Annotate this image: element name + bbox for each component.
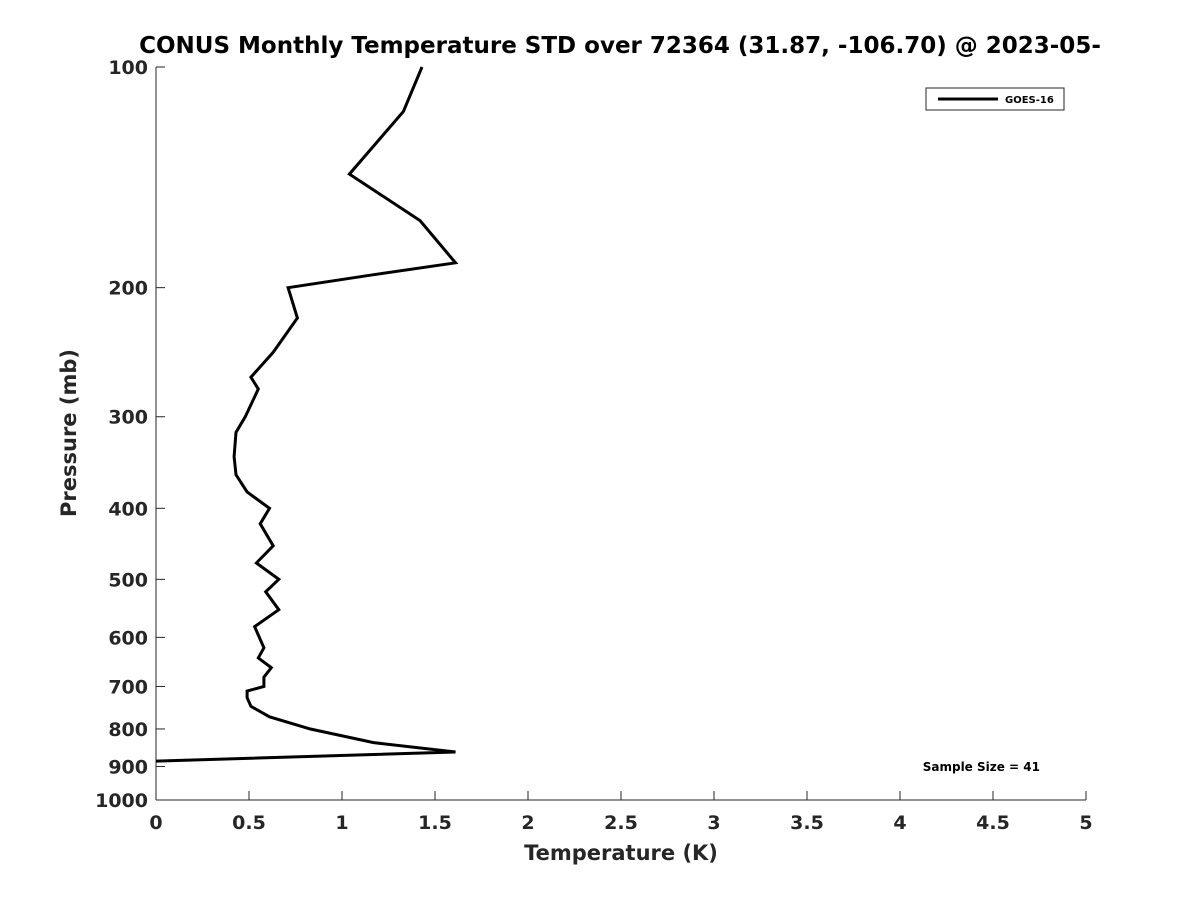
y-tick-label: 100 bbox=[108, 57, 148, 79]
y-tick-label: 800 bbox=[108, 719, 148, 741]
y-tick-label: 600 bbox=[108, 627, 148, 649]
x-tick-label: 5 bbox=[1079, 812, 1092, 834]
x-tick-label: 0 bbox=[149, 812, 162, 834]
legend: GOES-16 bbox=[925, 87, 1065, 111]
sample-size-annotation: Sample Size = 41 bbox=[923, 760, 1040, 774]
x-tick-label: 1.5 bbox=[418, 812, 452, 834]
x-tick-label: 4 bbox=[893, 812, 906, 834]
x-tick-label: 3 bbox=[707, 812, 720, 834]
y-tick-label: 400 bbox=[108, 498, 148, 520]
legend-label: GOES-16 bbox=[1005, 95, 1054, 106]
x-tick-label: 2 bbox=[521, 812, 534, 834]
y-tick-label: 900 bbox=[108, 756, 148, 778]
y-tick-label: 200 bbox=[108, 278, 148, 300]
plot-area: 0 0.5 1 1.5 2 2.5 3 3.5 4 4.5 5 100 200 300 400 500 600… bbox=[95, 57, 1093, 834]
chart-title: CONUS Monthly Temperature STD over 72364… bbox=[139, 33, 1101, 59]
x-axis-label: Temperature (K) bbox=[524, 841, 718, 865]
y-axis-label: Pressure (mb) bbox=[57, 349, 81, 517]
x-tick-label: 1 bbox=[335, 812, 348, 834]
y-tick-label: 500 bbox=[108, 569, 148, 591]
series-line-goes-16 bbox=[155, 66, 459, 763]
x-tick-label: 4.5 bbox=[976, 812, 1010, 834]
x-tick-label: 3.5 bbox=[790, 812, 824, 834]
y-tick-label: 300 bbox=[108, 407, 148, 429]
x-axis-ticks: 0 0.5 1 1.5 2 2.5 3 3.5 4 4.5 5 bbox=[149, 791, 1093, 834]
x-tick-label: 0.5 bbox=[232, 812, 266, 834]
y-axis-ticks: 100 200 300 400 500 600 700 800 900 1000 bbox=[95, 57, 165, 812]
y-tick-label: 1000 bbox=[95, 790, 148, 812]
x-tick-label: 2.5 bbox=[604, 812, 638, 834]
y-tick-label: 700 bbox=[108, 676, 148, 698]
